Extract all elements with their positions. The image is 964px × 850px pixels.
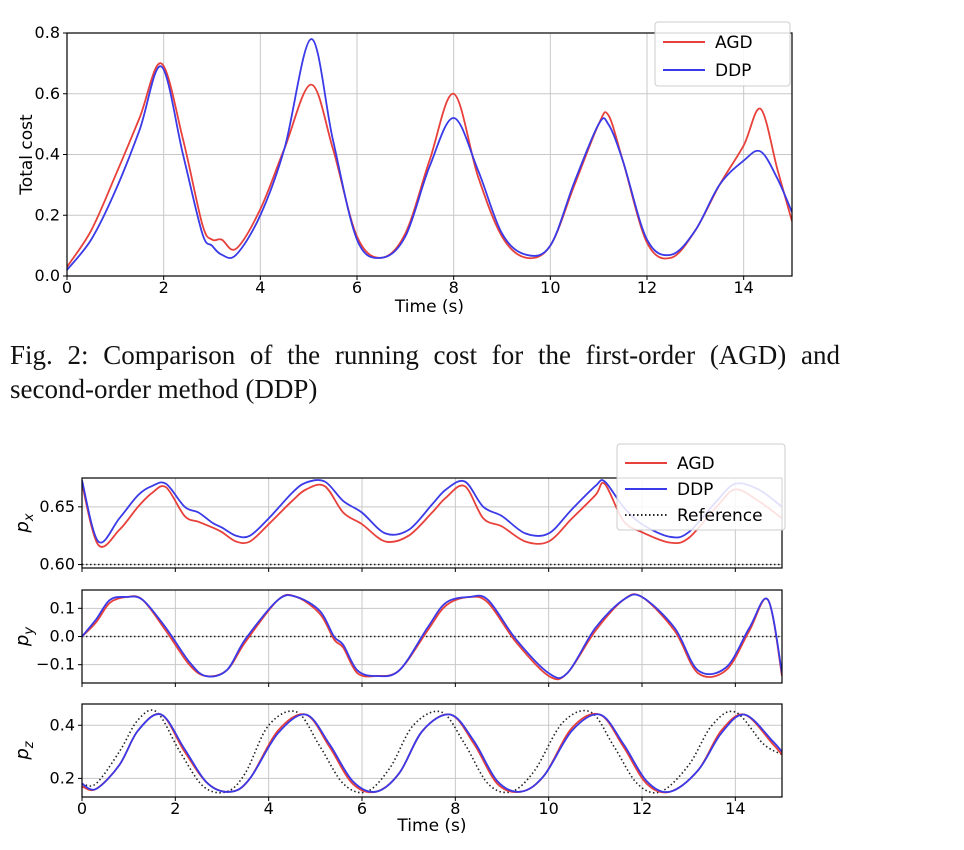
fig3-panel2-y-axis-subscript: y bbox=[22, 627, 37, 636]
fig2-x-axis-label: Time (s) bbox=[394, 297, 464, 317]
fig2-xtick-label-2: 4 bbox=[255, 278, 265, 297]
fig3-panel3-series-ddp bbox=[82, 713, 782, 793]
fig3-legend-label-reference: Reference bbox=[677, 506, 763, 526]
fig3-panel3-xtick-label-2: 4 bbox=[264, 799, 274, 818]
fig2-legend-label-ddp: DDP bbox=[715, 61, 751, 81]
fig2-y-axis-label: Total cost bbox=[17, 114, 37, 196]
fig3-panel3-y-axis-symbol: p bbox=[12, 748, 33, 760]
fig2-xtick-label-5: 10 bbox=[540, 278, 560, 297]
fig3-panel1-y-axis-subscript: x bbox=[22, 513, 37, 522]
fig3-x-axis-label: Time (s) bbox=[396, 816, 466, 836]
fig2-xtick-label-6: 12 bbox=[637, 278, 657, 297]
fig3-panel3-xtick-label-3: 6 bbox=[357, 799, 367, 818]
fig3-panel3-y-axis-label: pz bbox=[12, 740, 37, 760]
fig3-panel2-y-axis-label: py bbox=[12, 627, 37, 647]
fig3-panel3-series-reference bbox=[82, 709, 782, 794]
fig3-panel3-ytick-label-1: 0.4 bbox=[50, 715, 75, 734]
fig2-xtick-label-0: 0 bbox=[62, 278, 72, 297]
fig3-panel1-ytick-label-1: 0.65 bbox=[39, 497, 75, 516]
fig2-series-agd bbox=[67, 62, 792, 268]
fig3-panel3-xtick-label-4: 8 bbox=[450, 799, 460, 818]
fig2-ytick-label-0: 0.0 bbox=[35, 266, 60, 285]
fig2-series-group bbox=[67, 38, 792, 271]
fig2-xtick-label-7: 14 bbox=[733, 278, 753, 297]
fig3-panel1-ytick-label-0: 0.60 bbox=[39, 555, 75, 574]
fig2-ytick-label-4: 0.8 bbox=[35, 23, 60, 42]
fig3-panel3-xtick-label-6: 12 bbox=[632, 799, 652, 818]
fig3-panel3-xtick-label-5: 10 bbox=[538, 799, 558, 818]
fig2-ytick-label-2: 0.4 bbox=[35, 145, 60, 164]
fig3-legend-label-agd: AGD bbox=[677, 454, 715, 474]
fig3-panel1-series-agd bbox=[82, 481, 782, 548]
fig3-panel3-frame bbox=[81, 703, 783, 798]
fig3-legend-label-ddp: DDP bbox=[677, 480, 713, 500]
figure-2-caption: Fig. 2: Comparison of the running cost f… bbox=[10, 340, 840, 404]
fig2-ytick-label-1: 0.2 bbox=[35, 205, 60, 224]
fig3-panel3-xtick-label-7: 14 bbox=[725, 799, 745, 818]
fig3-panel2-y-axis-symbol: p bbox=[12, 635, 33, 647]
fig2-xtick-label-1: 2 bbox=[159, 278, 169, 297]
fig2-ytick-label-3: 0.6 bbox=[35, 84, 60, 103]
fig3-panel3-ytick-label-0: 0.2 bbox=[50, 768, 75, 787]
fig3-panel3-series-group bbox=[82, 709, 782, 794]
fig3-panel1-y-axis-symbol: p bbox=[12, 521, 33, 533]
fig2-legend-label-agd: AGD bbox=[715, 33, 753, 53]
fig3-panel3-xtick-label-0: 0 bbox=[77, 799, 87, 818]
fig3-panel2-ytick-label-2: 0.1 bbox=[50, 598, 75, 617]
figure-2-cost-chart: 0.0 0.2 0.4 0.6 0.8 0 2 4 6 8 10 12 14 Time (s) Total … bbox=[17, 21, 793, 317]
fig3-panel2-ytick-label-0: −0.1 bbox=[36, 655, 75, 674]
fig3-panel1-y-axis-label: px bbox=[12, 513, 37, 533]
fig3-panel2-series-group bbox=[82, 593, 782, 681]
fig3-panel3-xtick-label-1: 2 bbox=[170, 799, 180, 818]
fig2-series-ddp bbox=[67, 38, 792, 271]
fig2-xtick-label-4: 8 bbox=[449, 278, 459, 297]
fig2-xtick-label-3: 6 bbox=[352, 278, 362, 297]
fig3-legend-box bbox=[616, 443, 786, 531]
fig3-panel2-ytick-label-1: 0.0 bbox=[50, 627, 75, 646]
fig3-panel2-series-ddp bbox=[82, 593, 782, 679]
fig3-panel3-y-axis-subscript: z bbox=[22, 740, 37, 749]
